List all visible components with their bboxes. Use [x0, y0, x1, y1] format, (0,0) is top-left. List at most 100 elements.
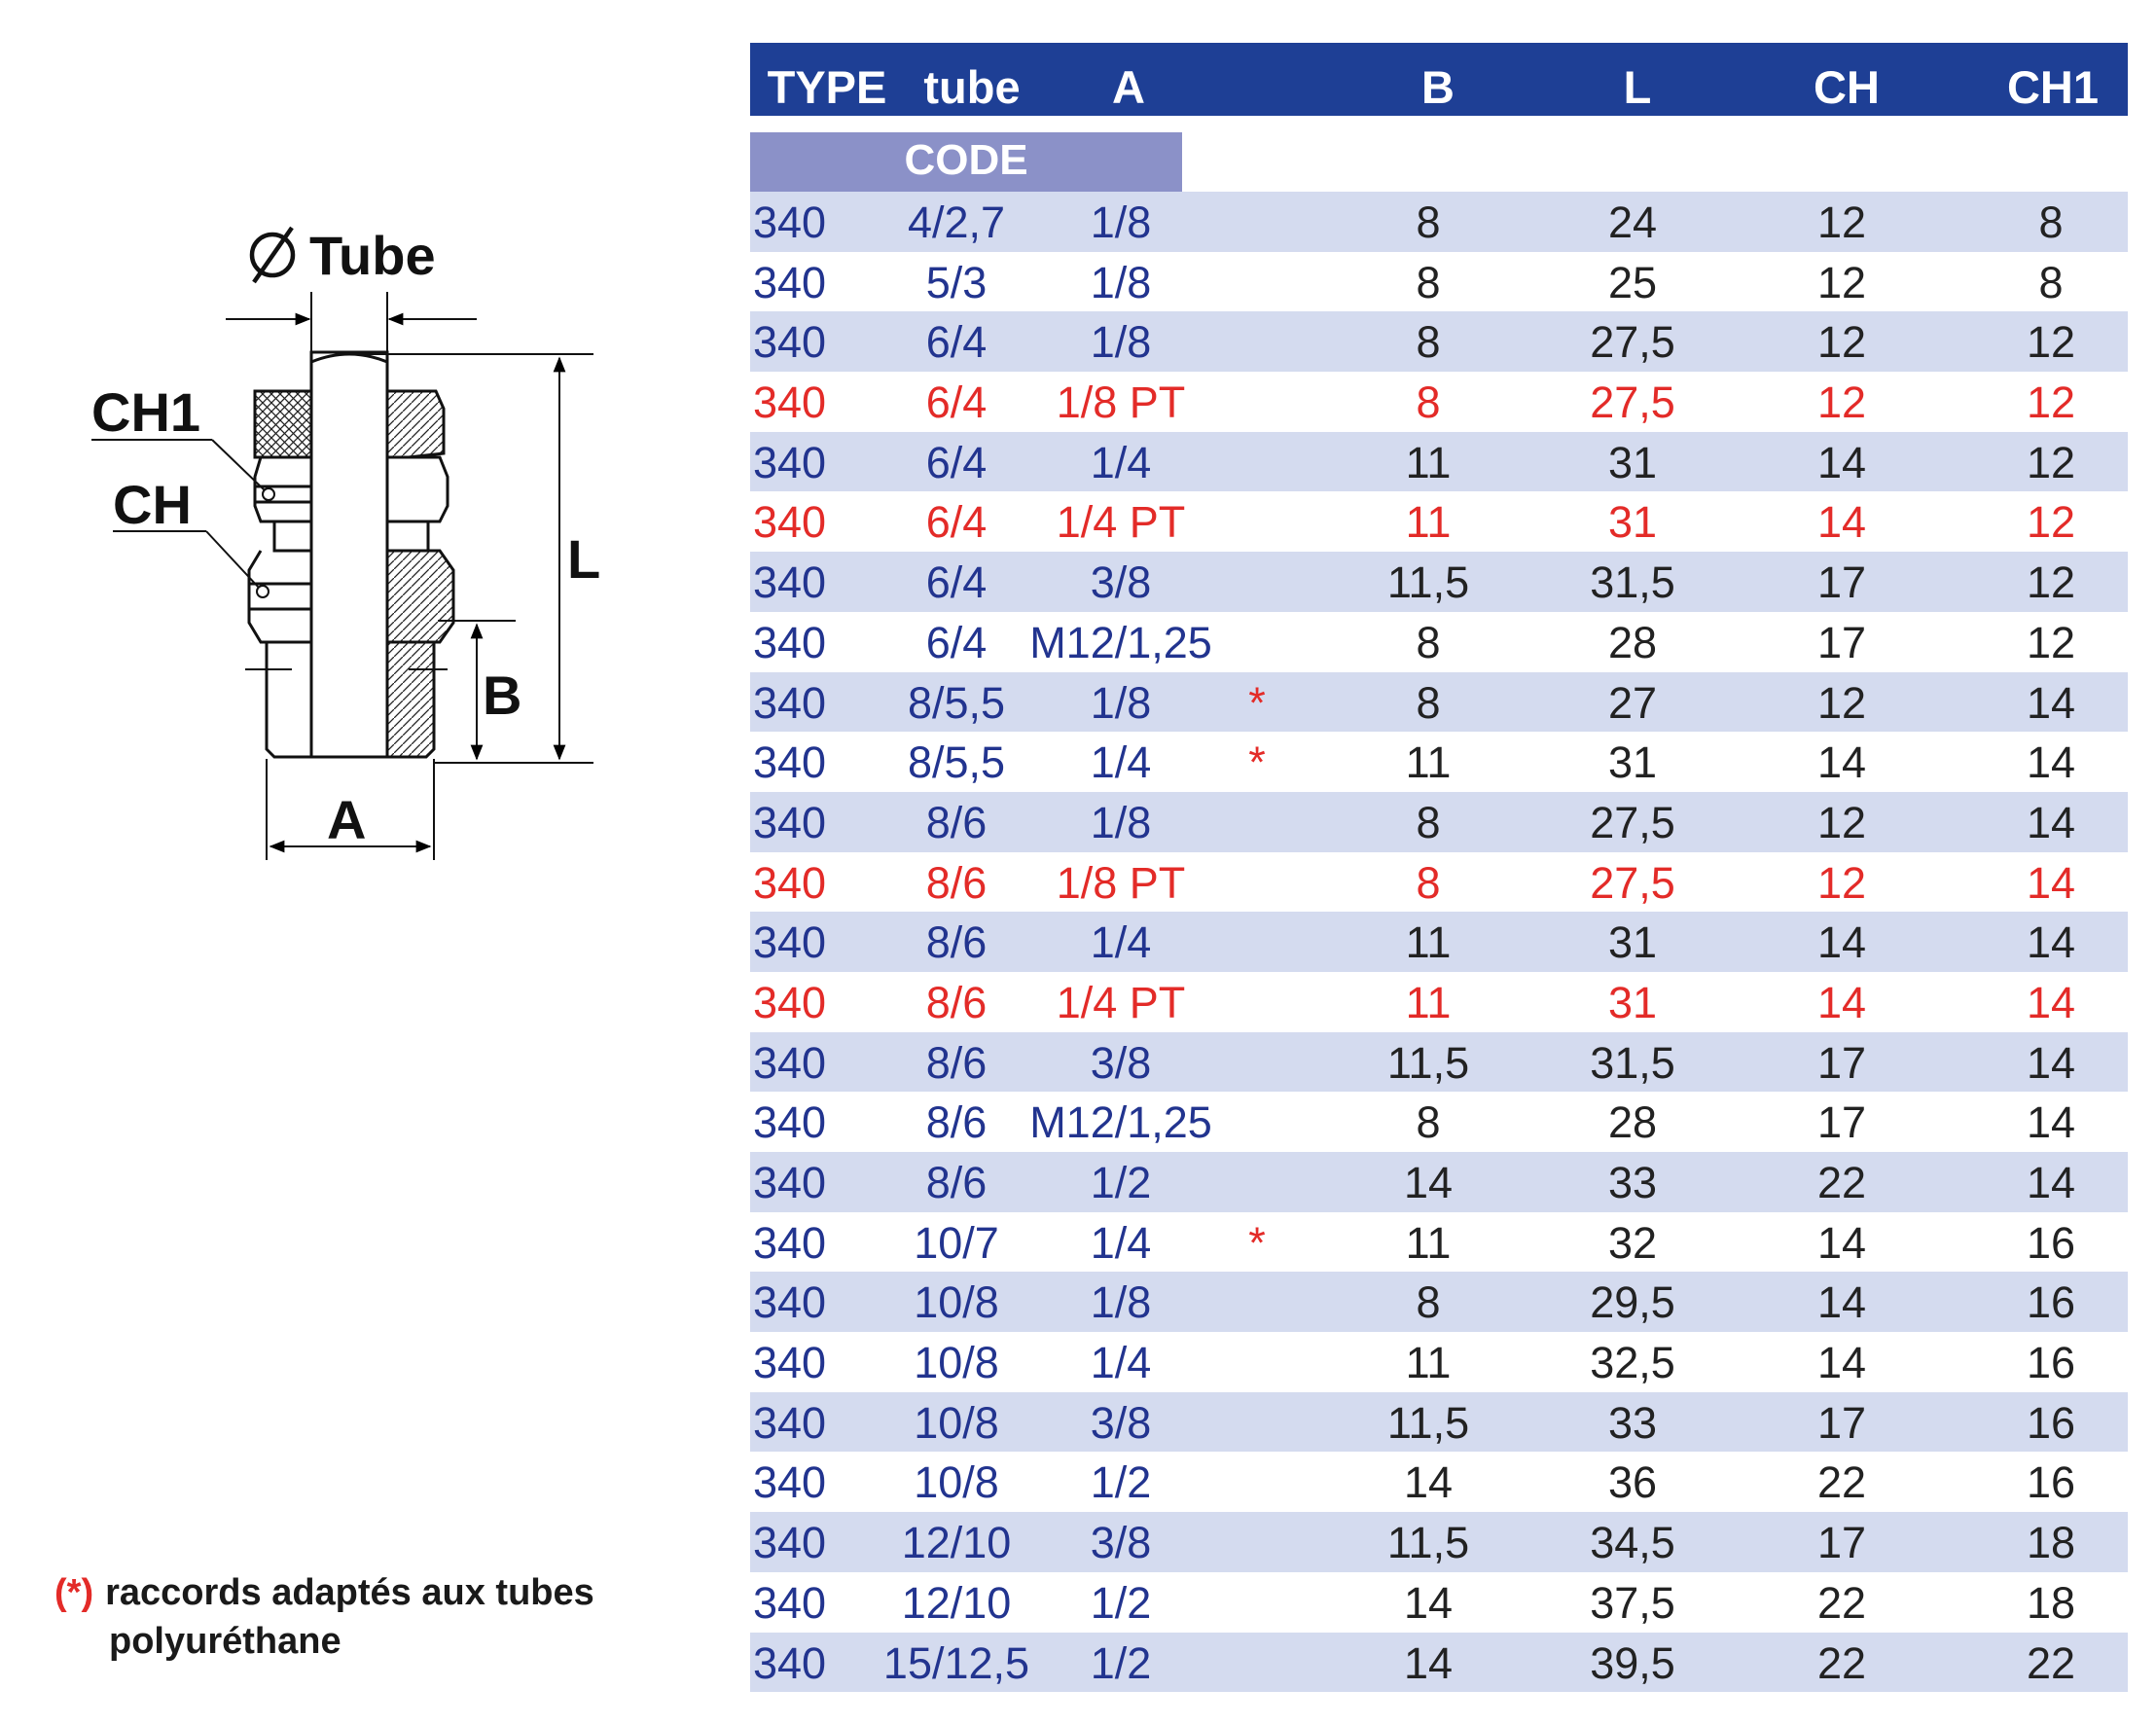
- row-l: 31: [1607, 497, 1658, 548]
- row-ch: 14: [1816, 1217, 1867, 1268]
- row-l: 27,5: [1590, 317, 1675, 368]
- row-ch: 17: [1816, 617, 1867, 667]
- table-row: 340 6/4 1/4 PT 11 31 14 12: [750, 491, 2128, 552]
- row-tube: 8/6: [925, 1037, 988, 1088]
- code-subheader-row: CODE: [750, 132, 2128, 192]
- row-type: 340: [753, 1158, 827, 1207]
- row-ch1: 14: [2026, 1097, 2076, 1148]
- row-l: 39,5: [1590, 1637, 1675, 1688]
- ch1-leader: [91, 439, 266, 491]
- table-row: 340 6/4 1/8 8 27,5 12 12: [750, 311, 2128, 373]
- row-a: 1/8: [1090, 198, 1152, 247]
- row-a: 1/4: [1090, 737, 1152, 788]
- row-ch: 12: [1816, 257, 1867, 307]
- row-l: 29,5: [1590, 1277, 1675, 1328]
- row-b: 14: [1403, 1158, 1454, 1207]
- row-ch: 14: [1816, 1338, 1867, 1388]
- table-row: 340 6/4 M12/1,25 8 28 17 12: [750, 612, 2128, 672]
- table-row: 340 4/2,7 1/8 8 24 12 8: [750, 192, 2128, 252]
- row-tube: 10/8: [914, 1277, 999, 1328]
- row-a: 1/2: [1090, 1158, 1152, 1207]
- row-tube: 8/6: [925, 917, 988, 968]
- row-l: 31,5: [1590, 1037, 1675, 1088]
- row-a: 1/2: [1090, 1637, 1152, 1688]
- row-b: 14: [1403, 1637, 1454, 1688]
- row-ch1: 16: [2026, 1457, 2076, 1508]
- row-type: 340: [753, 857, 827, 908]
- row-a: 1/4 PT: [1056, 497, 1186, 548]
- diameter-symbol-icon: [249, 226, 296, 284]
- row-b: 11,5: [1386, 1037, 1470, 1088]
- l-label: L: [567, 528, 600, 590]
- row-a: 3/8: [1090, 1518, 1152, 1568]
- row-type: 340: [753, 1277, 827, 1328]
- row-l: 34,5: [1590, 1518, 1675, 1568]
- row-b: 8: [1416, 617, 1441, 667]
- row-ch1: 8: [2038, 198, 2064, 247]
- row-b: 11: [1405, 737, 1452, 788]
- table-row: 340 5/3 1/8 8 25 12 8: [750, 252, 2128, 312]
- row-type: 340: [753, 1338, 827, 1388]
- row-l: 31: [1607, 977, 1658, 1027]
- row-type: 340: [753, 257, 827, 307]
- row-ch1: 14: [2026, 917, 2076, 968]
- row-b: 11,5: [1386, 1518, 1470, 1568]
- ch1-label: CH1: [91, 381, 200, 443]
- row-l: 31: [1607, 917, 1658, 968]
- row-ch1: 16: [2026, 1338, 2076, 1388]
- row-a: 1/4: [1090, 437, 1152, 487]
- row-a: 1/4: [1090, 1217, 1152, 1268]
- row-ch1: 14: [2026, 737, 2076, 788]
- row-l: 31: [1607, 737, 1658, 788]
- table-row: 340 10/8 1/4 11 32,5 14 16: [750, 1332, 2128, 1392]
- row-type: 340: [753, 797, 827, 847]
- table-row: 340 8/6 1/4 11 31 14 14: [750, 912, 2128, 972]
- row-ch: 14: [1816, 1277, 1867, 1328]
- table-row: 340 8/5,5 1/8 * 8 27 12 14: [750, 671, 2128, 733]
- row-tube: 10/8: [914, 1397, 999, 1448]
- row-a: M12/1,25: [1029, 617, 1212, 667]
- header-l: L: [1623, 61, 1652, 113]
- code-subheader: CODE: [750, 132, 1182, 192]
- row-ch: 12: [1816, 677, 1867, 728]
- row-a: 1/2: [1090, 1577, 1152, 1628]
- row-l: 36: [1607, 1457, 1658, 1508]
- row-ch: 17: [1816, 1397, 1867, 1448]
- table-row: 340 6/4 1/8 PT 8 27,5 12 12: [750, 372, 2128, 432]
- table-row: 340 8/6 1/2 14 33 22 14: [750, 1152, 2128, 1212]
- row-ch1: 16: [2026, 1277, 2076, 1328]
- row-type: 340: [753, 917, 827, 968]
- row-tube: 6/4: [925, 377, 988, 428]
- fitting-technical-drawing: Tube L B A CH1 CH: [91, 225, 600, 860]
- a-label: A: [327, 789, 366, 850]
- row-a: 1/8 PT: [1056, 857, 1186, 908]
- row-b: 11: [1405, 497, 1452, 548]
- row-ch: 14: [1816, 737, 1867, 788]
- row-ch1: 14: [2026, 1158, 2076, 1207]
- row-type: 340: [753, 1637, 827, 1688]
- header-ch: CH: [1814, 61, 1880, 113]
- row-tube: 10/8: [914, 1457, 999, 1508]
- table-row: 340 10/8 1/8 8 29,5 14 16: [750, 1272, 2128, 1333]
- row-type: 340: [753, 497, 827, 548]
- row-type: 340: [753, 617, 827, 667]
- row-type: 340: [753, 198, 827, 247]
- row-b: 11: [1405, 917, 1452, 968]
- header-b: B: [1421, 61, 1455, 113]
- row-tube: 8/6: [925, 1158, 988, 1207]
- row-a: M12/1,25: [1029, 1097, 1212, 1148]
- row-type: 340: [753, 737, 827, 788]
- table-body: 340 4/2,7 1/8 8 24 12 8 340 5/3 1/8 8 25 12 8 340 6/4 1/…: [750, 192, 2128, 1693]
- row-type: 340: [753, 557, 827, 608]
- footnote-line1: raccords adaptés aux tubes: [105, 1572, 594, 1613]
- row-ch1: 18: [2026, 1518, 2076, 1568]
- tube-dimension: [226, 292, 477, 352]
- row-type: 340: [753, 1037, 827, 1088]
- row-tube: 15/12,5: [882, 1637, 1030, 1688]
- row-b: 11: [1405, 437, 1452, 487]
- table-row: 340 6/4 1/4 11 31 14 12: [750, 431, 2128, 492]
- row-b: 14: [1403, 1577, 1454, 1628]
- row-b: 8: [1416, 198, 1441, 247]
- row-l: 24: [1607, 198, 1658, 247]
- row-type: 340: [753, 317, 827, 368]
